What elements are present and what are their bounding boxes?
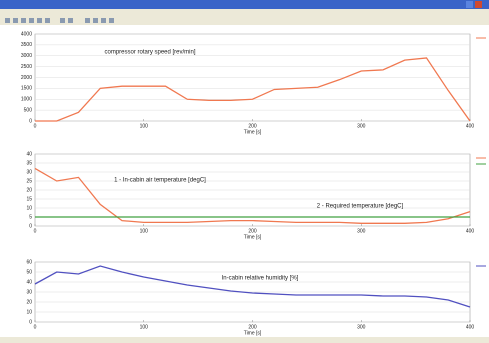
x-tick-label: 100 xyxy=(140,324,149,330)
tool[interactable] xyxy=(60,18,65,23)
tool[interactable] xyxy=(21,18,26,23)
y-tick-label: 3000 xyxy=(21,53,32,59)
y-tick-label: 20 xyxy=(26,187,32,193)
y-tick-label: 0 xyxy=(29,319,32,325)
x-tick-label: 0 xyxy=(34,123,37,129)
y-tick-label: 2500 xyxy=(21,64,32,70)
x-tick-label: 100 xyxy=(140,228,149,234)
y-tick-label: 35 xyxy=(26,160,32,166)
tool[interactable] xyxy=(93,18,98,23)
tool[interactable] xyxy=(68,18,73,23)
y-tick-label: 2000 xyxy=(21,75,32,81)
y-tick-label: 1000 xyxy=(21,97,32,103)
y-tick-label: 15 xyxy=(26,196,32,202)
y-tick-label: 30 xyxy=(26,169,32,175)
x-tick-label: 300 xyxy=(357,123,366,129)
x-tick-label: 200 xyxy=(248,123,257,129)
tool[interactable] xyxy=(13,18,18,23)
x-tick-label: 200 xyxy=(248,228,257,234)
series-label: 1 - In-cabin air temperature [degC] xyxy=(114,178,206,184)
y-tick-label: 10 xyxy=(26,309,32,315)
close-button[interactable] xyxy=(475,1,482,8)
y-tick-label: 4000 xyxy=(21,31,32,37)
series-label: 2 - Required temperature [degC] xyxy=(317,204,404,210)
tool-icons xyxy=(5,18,114,23)
x-tick-label: 400 xyxy=(466,228,475,234)
y-tick-label: 40 xyxy=(26,151,32,157)
tool[interactable] xyxy=(37,18,42,23)
x-axis-label: Time [s] xyxy=(244,129,262,135)
y-tick-label: 10 xyxy=(26,205,32,211)
series-label: compressor rotary speed [rev/min] xyxy=(104,50,195,56)
tool[interactable] xyxy=(29,18,34,23)
status-bar xyxy=(0,337,489,343)
min-button[interactable] xyxy=(466,1,473,8)
x-axis-label: Time [s] xyxy=(244,330,262,336)
y-tick-label: 25 xyxy=(26,178,32,184)
title-bar xyxy=(0,0,489,9)
tool[interactable] xyxy=(5,18,10,23)
y-tick-label: 40 xyxy=(26,279,32,285)
y-tick-label: 60 xyxy=(26,259,32,265)
x-tick-label: 200 xyxy=(248,324,257,330)
x-tick-label: 300 xyxy=(357,228,366,234)
x-tick-label: 0 xyxy=(34,228,37,234)
y-tick-label: 0 xyxy=(29,118,32,124)
series-line xyxy=(34,167,471,224)
tool[interactable] xyxy=(85,18,90,23)
y-tick-label: 50 xyxy=(26,269,32,275)
tool[interactable] xyxy=(109,18,114,23)
x-tick-label: 300 xyxy=(357,324,366,330)
x-tick-label: 0 xyxy=(34,324,37,330)
series-label: In-cabin relative humidity [%] xyxy=(222,276,299,282)
x-tick-label: 400 xyxy=(466,123,475,129)
x-tick-label: 400 xyxy=(466,324,475,330)
x-axis-label: Time [s] xyxy=(244,234,262,240)
tool[interactable] xyxy=(45,18,50,23)
y-tick-label: 5 xyxy=(29,214,32,220)
y-tick-label: 30 xyxy=(26,289,32,295)
y-tick-label: 500 xyxy=(24,107,33,113)
toolbar xyxy=(0,9,489,25)
x-tick-label: 100 xyxy=(140,123,149,129)
y-tick-label: 1500 xyxy=(21,86,32,92)
y-tick-label: 3500 xyxy=(21,42,32,48)
series-line xyxy=(35,57,471,122)
y-tick-label: 20 xyxy=(26,299,32,305)
tool[interactable] xyxy=(101,18,106,23)
y-tick-label: 0 xyxy=(29,223,32,229)
series-line xyxy=(34,265,471,308)
